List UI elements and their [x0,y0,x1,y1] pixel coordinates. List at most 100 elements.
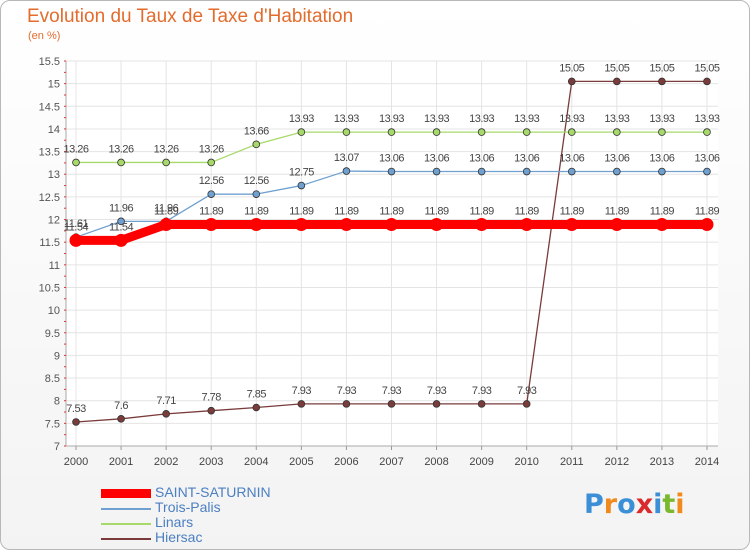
data-label: 7.78 [201,392,221,404]
series-linars [72,128,711,167]
x-tick-label: 2002 [154,456,178,468]
y-tick-label: 13 [48,169,60,181]
data-point [520,218,534,232]
y-tick-label: 11 [49,260,60,272]
data-label: 13.93 [559,113,584,125]
chart-unit-label: (en %) [28,30,61,42]
logo-letter: x [635,489,654,520]
data-label: 15.05 [604,62,629,74]
data-label: 13.06 [379,153,404,165]
logo-letter: i [653,489,663,520]
series-saint-saturnin [69,218,714,247]
logo-letter: i [675,489,685,520]
logo-letter: r [603,489,618,520]
data-label: 12.56 [199,175,224,187]
data-point [658,167,666,176]
data-label: 11.89 [605,206,630,218]
proxiti-logo: Proxiti [584,489,685,520]
y-tick-label: 15.5 [39,56,60,68]
data-point [703,77,711,86]
data-point [387,167,396,176]
data-point [159,218,173,232]
y-tick-label: 11.5 [39,237,60,249]
legend-label: Trois-Palis [155,499,221,515]
x-tick-label: 2008 [424,456,448,468]
series-trois-palis [72,167,711,241]
data-label: 13.26 [154,143,179,155]
data-point [700,218,714,232]
data-point [477,128,486,136]
data-label: 11.89 [470,206,495,218]
data-label: 15.05 [694,62,719,74]
y-tick-label: 7.5 [45,418,60,430]
x-tick-label: 2006 [334,456,358,468]
data-point [387,128,396,136]
data-label: 11.89 [650,206,675,218]
data-label: 13.93 [694,113,719,125]
x-tick-label: 2014 [695,456,719,468]
data-point [162,158,170,167]
data-label: 13.93 [469,113,494,125]
data-label: 11.89 [379,206,404,218]
data-label: 11.96 [154,202,179,214]
x-tick-label: 2013 [650,456,674,468]
data-point [297,181,306,190]
y-tick-label: 8.5 [45,373,60,385]
data-label: 11.89 [244,206,269,218]
data-label: 13.66 [244,125,269,137]
x-tick-label: 2010 [514,456,538,468]
legend-swatch [101,523,151,525]
data-label: 7.93 [292,385,312,397]
x-tick-label: 2009 [469,456,493,468]
x-tick-label: 2004 [244,456,268,468]
data-point [567,77,576,86]
data-label: 11.96 [109,202,134,214]
data-label: 12.56 [244,175,269,187]
data-point [117,158,125,167]
data-point [117,217,125,226]
data-point [207,406,216,415]
series-hiersac [72,77,711,426]
x-tick-label: 2012 [605,456,629,468]
data-label: 13.93 [289,113,314,125]
logo-letter: o [617,489,636,520]
data-label: 13.93 [424,113,449,125]
y-tick-label: 8 [54,396,60,408]
data-label: 11.89 [515,206,540,218]
data-label: 7.93 [427,385,447,397]
data-label: 7.93 [382,385,402,397]
data-point [387,400,396,408]
y-tick-label: 12.5 [39,192,60,204]
data-point [475,218,489,232]
data-label: 13.06 [469,153,494,165]
x-tick-label: 2001 [109,456,133,468]
data-point [69,233,83,247]
logo-letter: P [584,489,604,520]
data-label: 11.89 [289,206,314,218]
data-point [567,167,576,176]
data-point [703,128,711,136]
y-tick-label: 14 [48,124,60,136]
data-point [339,218,353,232]
data-point [655,218,669,232]
data-point [613,77,621,86]
data-label: 7.53 [66,403,86,415]
data-point [432,400,441,408]
legend-label: Linars [155,514,194,530]
data-point [432,128,441,136]
data-point [342,128,351,136]
data-point [342,400,351,408]
data-point [522,128,531,136]
y-tick-label: 10.5 [39,282,60,294]
plot-area [66,61,718,446]
data-label: 11.89 [154,206,179,218]
data-label: 15.05 [649,62,674,74]
data-point [162,410,170,418]
data-label: 15.05 [559,62,584,74]
data-label: 11.89 [199,206,224,218]
data-label: 11.54 [109,221,134,233]
y-tick-label: 13.5 [39,147,60,159]
data-label: 13.06 [559,153,584,165]
data-label: 13.06 [514,153,539,165]
data-point [477,167,486,176]
